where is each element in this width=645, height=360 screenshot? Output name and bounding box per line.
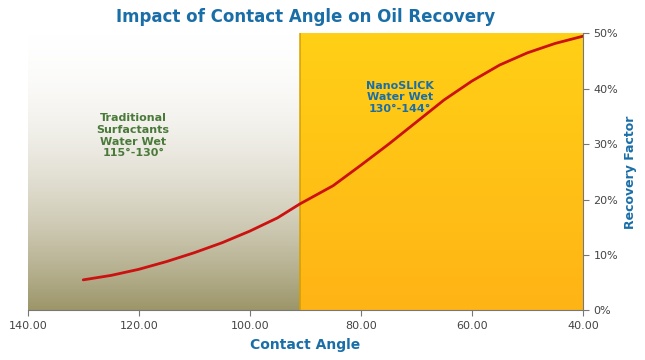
- Text: Traditional
Surfactants
Water Wet
115°-130°: Traditional Surfactants Water Wet 115°-1…: [97, 113, 170, 158]
- Text: NanoSLICK
Water Wet
130°-144°: NanoSLICK Water Wet 130°-144°: [366, 81, 433, 114]
- X-axis label: Contact Angle: Contact Angle: [250, 338, 361, 352]
- Title: Impact of Contact Angle on Oil Recovery: Impact of Contact Angle on Oil Recovery: [115, 8, 495, 26]
- Y-axis label: Recovery Factor: Recovery Factor: [624, 115, 637, 229]
